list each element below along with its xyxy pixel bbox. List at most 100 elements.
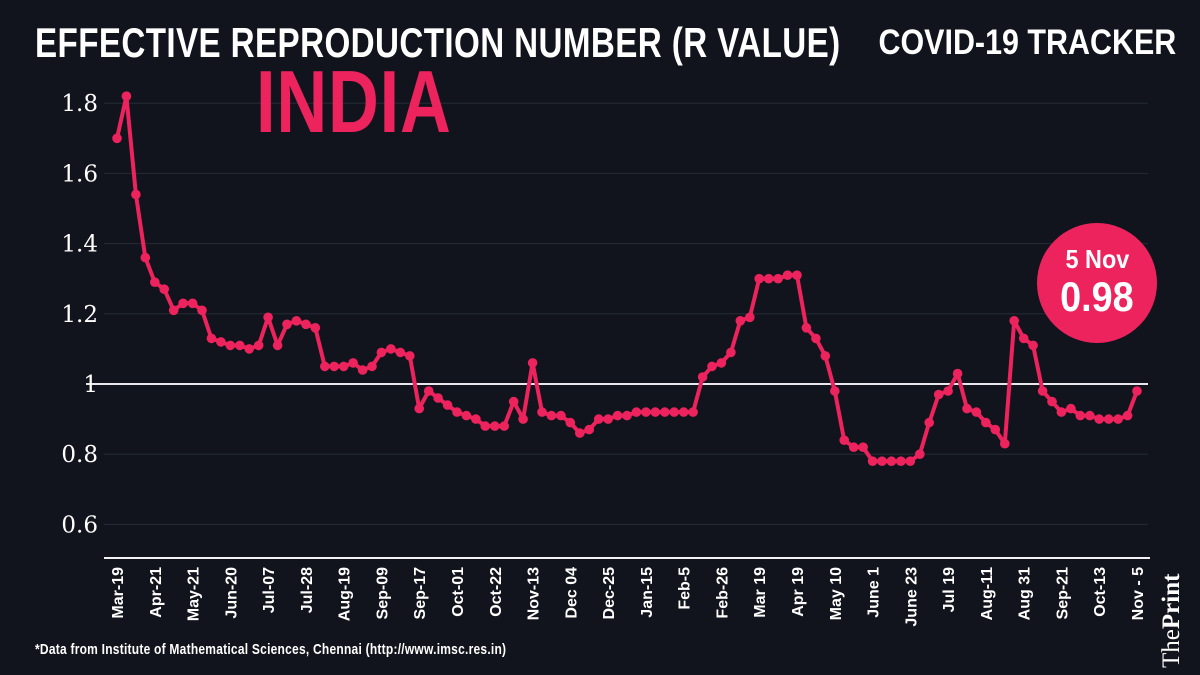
data-point bbox=[1132, 386, 1142, 396]
data-point bbox=[603, 414, 613, 424]
data-point bbox=[320, 361, 330, 372]
data-point bbox=[159, 284, 169, 295]
data-point bbox=[1066, 403, 1076, 414]
x-tick-label: June 1 bbox=[866, 567, 883, 618]
x-tick-label: Mar-19 bbox=[110, 567, 127, 619]
data-point bbox=[405, 351, 415, 361]
data-point bbox=[726, 347, 736, 358]
data-point bbox=[518, 414, 528, 424]
data-point bbox=[168, 305, 179, 316]
badge-date: 5 Nov bbox=[1065, 244, 1129, 275]
x-tick-label: Aug 31 bbox=[1017, 567, 1034, 620]
data-point bbox=[1075, 410, 1086, 421]
x-tick-label: Dec-25 bbox=[601, 567, 618, 620]
data-point bbox=[773, 273, 783, 284]
data-point bbox=[839, 435, 849, 446]
data-point bbox=[584, 424, 594, 435]
theprint-logo: ThePrint bbox=[1158, 573, 1186, 668]
data-point bbox=[537, 407, 547, 417]
data-point bbox=[556, 410, 566, 421]
data-point bbox=[461, 410, 472, 421]
data-point bbox=[178, 298, 188, 309]
y-tick-label: 1.2 bbox=[61, 302, 98, 328]
x-tick-label: June 23 bbox=[903, 567, 920, 627]
data-point bbox=[423, 386, 434, 396]
data-point bbox=[216, 337, 226, 347]
data-point bbox=[1056, 407, 1067, 417]
x-tick-label: Feb-26 bbox=[714, 567, 731, 619]
data-point bbox=[348, 358, 358, 368]
x-tick-label: Oct-13 bbox=[1092, 567, 1109, 617]
data-point bbox=[943, 386, 953, 396]
y-tick-label: 1.4 bbox=[61, 232, 98, 258]
x-tick-label: Feb-5 bbox=[677, 567, 694, 610]
data-point bbox=[376, 347, 387, 358]
x-tick-label: May-21 bbox=[186, 567, 203, 621]
x-tick-label: Jul 19 bbox=[941, 567, 958, 612]
x-tick-label: Nov-13 bbox=[526, 567, 543, 620]
data-point bbox=[688, 407, 698, 417]
data-point bbox=[1113, 414, 1123, 424]
source-note: *Data from Institute of Mathematical Sci… bbox=[35, 641, 507, 658]
data-point bbox=[527, 358, 538, 368]
data-point bbox=[792, 270, 802, 281]
data-point bbox=[1009, 316, 1019, 326]
data-point bbox=[235, 340, 245, 351]
x-tick-label: Mar 19 bbox=[752, 567, 769, 618]
tracker-label: COVID-19 TRACKER bbox=[878, 23, 1176, 62]
data-point bbox=[848, 442, 859, 453]
data-point bbox=[253, 340, 264, 351]
data-point bbox=[707, 361, 717, 372]
data-point bbox=[1028, 340, 1038, 351]
data-point bbox=[971, 407, 982, 417]
x-tick-label: Jul-28 bbox=[299, 567, 316, 613]
data-point bbox=[329, 361, 340, 372]
data-point bbox=[546, 410, 557, 421]
x-tick-label: Oct-01 bbox=[450, 567, 467, 617]
data-point bbox=[678, 407, 689, 417]
x-tick-label: Aug-11 bbox=[979, 567, 996, 620]
data-point bbox=[206, 333, 217, 344]
data-point bbox=[622, 410, 632, 421]
latest-value-badge: 5 Nov 0.98 bbox=[1037, 223, 1157, 343]
data-point bbox=[282, 319, 292, 330]
data-point bbox=[452, 407, 462, 417]
data-point bbox=[660, 407, 670, 417]
data-point bbox=[1094, 414, 1104, 424]
x-tick-label: Oct-22 bbox=[488, 567, 505, 617]
data-point bbox=[244, 344, 254, 354]
data-point bbox=[763, 273, 774, 284]
data-point bbox=[1037, 386, 1048, 396]
y-tick-label: 1.8 bbox=[61, 91, 98, 117]
x-tick-label: Sep-21 bbox=[1054, 567, 1071, 620]
data-point bbox=[612, 410, 623, 421]
data-point bbox=[990, 424, 1001, 435]
data-point bbox=[867, 456, 878, 467]
y-tick-label: 1.6 bbox=[61, 161, 98, 187]
data-point bbox=[433, 393, 443, 403]
data-point bbox=[386, 344, 396, 354]
x-tick-label: Jul-07 bbox=[261, 567, 278, 613]
data-point bbox=[915, 449, 925, 460]
data-point bbox=[830, 386, 840, 396]
data-point bbox=[801, 323, 812, 333]
data-point bbox=[1122, 410, 1133, 421]
data-point bbox=[811, 333, 821, 344]
data-point bbox=[272, 340, 283, 351]
data-point bbox=[697, 372, 708, 382]
data-point bbox=[140, 252, 151, 263]
data-point bbox=[754, 273, 764, 284]
x-tick-label: Sep-17 bbox=[412, 567, 429, 620]
y-tick-label: 0.6 bbox=[61, 512, 98, 538]
data-point bbox=[508, 396, 519, 407]
logo-print: Print bbox=[1158, 573, 1185, 630]
data-point bbox=[782, 270, 793, 281]
data-point bbox=[291, 316, 302, 326]
page-title: EFFECTIVE REPRODUCTION NUMBER (R VALUE) bbox=[35, 19, 841, 66]
data-point bbox=[820, 351, 831, 361]
data-point bbox=[877, 456, 887, 467]
data-point bbox=[442, 400, 453, 410]
data-point bbox=[896, 456, 906, 467]
data-point bbox=[575, 428, 585, 438]
data-point bbox=[367, 361, 377, 372]
